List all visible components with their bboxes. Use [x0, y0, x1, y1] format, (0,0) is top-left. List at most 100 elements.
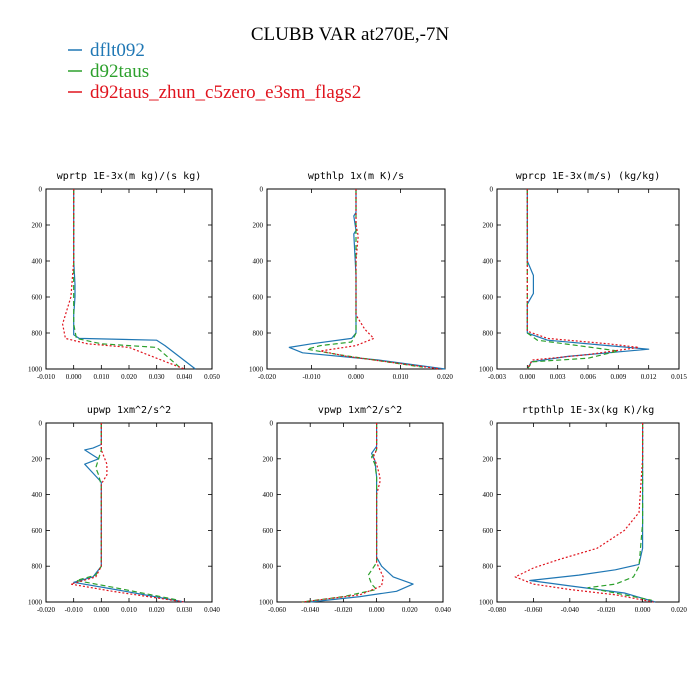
y-tick-label: 400	[483, 491, 494, 499]
plot-frame	[276, 422, 444, 603]
x-tick-label: 0.003	[550, 373, 566, 381]
x-tick-label: 0.010	[93, 373, 109, 381]
y-tick-label: 600	[483, 527, 494, 535]
panel-1: wprtp 1E-3x(m kg)/(s kg) -0.010 0.000 0.010…	[28, 171, 220, 381]
y-tick-label: 1000	[28, 599, 43, 607]
series-line-d92taus	[301, 423, 378, 603]
x-tick-label: 0.020	[121, 373, 137, 381]
x-tick-label: 0.010	[393, 373, 409, 381]
x-tick-label: 0.015	[671, 373, 687, 381]
y-tick-label: 0	[270, 420, 274, 428]
x-tick-label: 0.000	[635, 606, 651, 614]
y-tick-label: 200	[32, 455, 43, 463]
series-line-dflt092	[310, 423, 414, 603]
x-tick-label: -0.020	[597, 606, 616, 614]
y-tick-label: 600	[253, 294, 264, 302]
y-tick-label: 200	[483, 222, 494, 230]
y-tick-label: 800	[483, 330, 494, 338]
x-tick-label: 0.020	[149, 606, 165, 614]
x-tick-label: 0.000	[93, 606, 109, 614]
series-line-d92taus_zhun_c5zero_e3sm_flags2	[514, 423, 654, 603]
panel-2: wpthlp 1x(m K)/s -0.020 -0.010 0.000 0.010 0.…	[249, 171, 453, 381]
y-tick-label: 1000	[28, 366, 43, 374]
plot-frame	[45, 188, 213, 370]
y-tick-label: 400	[483, 258, 494, 266]
y-tick-label: 1000	[479, 366, 494, 374]
y-tick-label: 400	[32, 258, 43, 266]
x-tick-label: 0.050	[204, 373, 220, 381]
series-line-dflt092	[73, 423, 185, 603]
series-line-d92taus_zhun_c5zero_e3sm_flags2	[61, 189, 185, 370]
y-tick-label: 600	[263, 527, 274, 535]
x-tick-label: 0.000	[519, 373, 535, 381]
y-tick-label: 0	[39, 186, 43, 194]
x-tick-label: -0.003	[488, 373, 507, 381]
series-line-d92taus	[587, 423, 652, 601]
series-line-dflt092	[529, 423, 656, 603]
x-tick-label: 0.020	[402, 606, 418, 614]
x-tick-label: 0.000	[369, 606, 385, 614]
series-line-d92taus	[306, 189, 423, 368]
y-tick-label: 200	[32, 222, 43, 230]
x-tick-label: 0.030	[149, 373, 165, 381]
x-tick-label: -0.010	[65, 606, 84, 614]
panel-title: wpthlp 1x(m K)/s	[308, 171, 404, 182]
y-tick-label: 1000	[249, 366, 264, 374]
legend-label-2: d92taus	[90, 61, 149, 82]
x-tick-label: 0.040	[176, 373, 192, 381]
y-tick-label: 600	[483, 294, 494, 302]
x-tick-label: -0.010	[302, 373, 321, 381]
panel-title: wprcp 1E-3x(m/s) (kg/kg)	[516, 171, 661, 182]
y-tick-label: 1000	[479, 599, 494, 607]
x-tick-label: -0.040	[301, 606, 320, 614]
x-tick-label: 0.000	[66, 373, 82, 381]
legend-label-3: d92taus_zhun_c5zero_e3sm_flags2	[90, 82, 361, 103]
y-tick-label: 400	[263, 491, 274, 499]
x-tick-label: -0.060	[524, 606, 543, 614]
y-tick-label: 800	[32, 563, 43, 571]
panel-title: rtpthlp 1E-3x(kg K)/kg	[522, 405, 654, 416]
legend: dflt092d92tausd92taus_zhun_c5zero_e3sm_f…	[68, 40, 361, 103]
panel-4: upwp 1xm^2/s^2 -0.020 -0.010 0.000 0.010 0.02…	[28, 405, 220, 614]
panel-title: upwp 1xm^2/s^2	[87, 405, 171, 416]
plot-frame	[45, 422, 213, 603]
y-tick-label: 0	[39, 420, 43, 428]
series-line-d92taus_zhun_c5zero_e3sm_flags2	[319, 189, 441, 370]
x-tick-label: -0.040	[561, 606, 580, 614]
x-tick-label: -0.060	[268, 606, 287, 614]
x-tick-label: -0.010	[37, 373, 56, 381]
x-tick-label: 0.040	[435, 606, 451, 614]
y-tick-label: 0	[490, 420, 494, 428]
series-line-dflt092	[73, 189, 196, 370]
y-tick-label: 600	[32, 294, 43, 302]
panel-title: wprtp 1E-3x(m kg)/(s kg)	[57, 171, 202, 182]
y-tick-label: 800	[263, 563, 274, 571]
y-tick-label: 800	[483, 563, 494, 571]
x-tick-label: 0.012	[641, 373, 657, 381]
x-tick-label: -0.020	[334, 606, 353, 614]
x-tick-label: 0.030	[176, 606, 192, 614]
x-tick-label: 0.006	[580, 373, 596, 381]
x-tick-label: 0.010	[121, 606, 137, 614]
series-line-dflt092	[288, 189, 446, 370]
plot-frame	[496, 422, 680, 603]
series-line-d92taus_zhun_c5zero_e3sm_flags2	[526, 189, 640, 370]
panel-title: vpwp 1xm^2/s^2	[318, 405, 402, 416]
x-tick-label: 0.020	[671, 606, 687, 614]
panel-3: wprcp 1E-3x(m/s) (kg/kg) -0.003 0.000 0.003…	[479, 171, 687, 381]
panel-5: vpwp 1xm^2/s^2 -0.060 -0.040 -0.020 0.000 0.0…	[259, 405, 451, 614]
y-tick-label: 200	[253, 222, 264, 230]
x-tick-label: 0.000	[348, 373, 364, 381]
y-tick-label: 0	[490, 186, 494, 194]
x-tick-label: -0.080	[488, 606, 507, 614]
y-tick-label: 200	[263, 455, 274, 463]
y-tick-label: 0	[260, 186, 264, 194]
x-tick-label: -0.020	[37, 606, 56, 614]
figure-title: CLUBB VAR at270E,-7N	[251, 24, 450, 45]
y-tick-label: 400	[32, 491, 43, 499]
panels: wprtp 1E-3x(m kg)/(s kg) -0.010 0.000 0.010…	[28, 171, 687, 614]
y-tick-label: 200	[483, 455, 494, 463]
x-tick-label: 0.020	[437, 373, 453, 381]
y-tick-label: 800	[253, 330, 264, 338]
